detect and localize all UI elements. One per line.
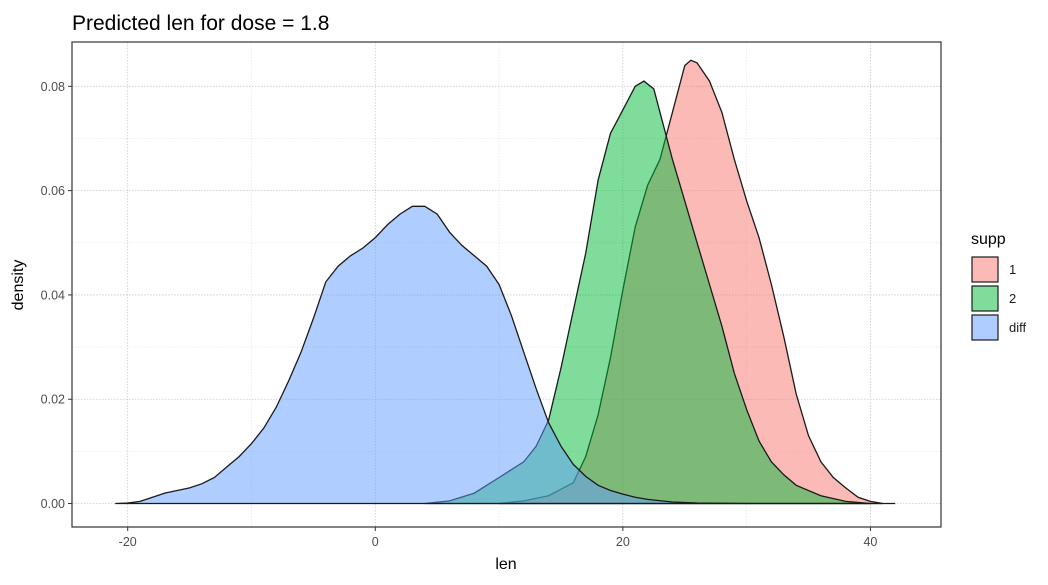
density-series — [115, 59, 896, 505]
density-area-diff — [115, 205, 896, 505]
y-tick-label: 0.00 — [41, 497, 65, 511]
legend: supp 1 2 diff — [971, 231, 1026, 341]
y-tick-label: 0.04 — [41, 288, 65, 302]
x-tick-label: -20 — [119, 535, 137, 549]
x-axis: -20 0 20 40 — [119, 527, 877, 549]
x-tick-label: 20 — [616, 535, 630, 549]
x-tick-label: 0 — [372, 535, 379, 549]
legend-key-2 — [971, 285, 999, 312]
x-axis-title: len — [495, 556, 516, 573]
y-axis-title: density — [10, 260, 27, 311]
legend-key-diff — [971, 314, 999, 341]
y-tick-label: 0.08 — [41, 80, 65, 94]
chart-title: Predicted len for dose = 1.8 — [72, 12, 329, 35]
y-axis: 0.00 0.02 0.04 0.06 0.08 — [41, 80, 72, 511]
panel-border — [71, 41, 942, 528]
y-tick-label: 0.02 — [41, 393, 65, 407]
legend-title: supp — [971, 231, 1006, 248]
legend-label-diff: diff — [1009, 320, 1026, 335]
y-tick-label: 0.06 — [41, 184, 65, 198]
legend-key-1 — [971, 256, 999, 283]
x-tick-label: 40 — [863, 535, 877, 549]
legend-label-1: 1 — [1009, 262, 1016, 277]
legend-label-2: 2 — [1009, 291, 1016, 306]
